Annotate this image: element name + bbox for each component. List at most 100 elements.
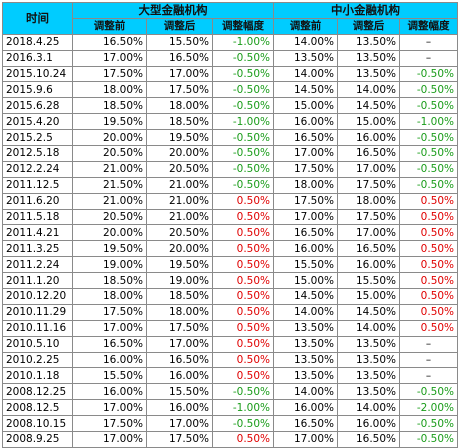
small-before-header: 调整前 [273, 17, 339, 35]
header-row-group: 时间 大型金融机构 中小金融机构 [2, 2, 459, 35]
date-cell: 2008.10.15 [2, 415, 73, 433]
date-cell: 2010.5.10 [2, 335, 73, 353]
table-row: 2010.5.10 16.50% 17.00% 0.50% 13.50% 13.50% – [2, 335, 459, 353]
large-change-cell: -1.00% [211, 113, 275, 131]
table-row: 2015.10.24 17.50% 17.00% -0.50% 14.00% 13.50%… [2, 65, 459, 83]
large-before-cell: 17.00% [72, 431, 147, 448]
large-after-cell: 16.00% [146, 367, 213, 385]
large-after-cell: 19.00% [146, 272, 213, 290]
large-before-cell: 17.00% [72, 319, 147, 337]
large-before-cell: 16.00% [72, 351, 147, 369]
large-change-cell: -1.00% [211, 399, 275, 417]
small-before-cell: 15.00% [273, 272, 339, 290]
date-cell: 2011.12.5 [2, 176, 73, 194]
small-after-cell: 14.50% [337, 97, 401, 115]
table-row: 2011.1.20 18.50% 19.00% 0.50% 15.00% 15.50% 0.… [2, 272, 459, 290]
small-change-cell: 0.50% [399, 303, 459, 321]
date-cell: 2011.4.21 [2, 224, 73, 242]
small-after-cell: 13.50% [337, 33, 401, 51]
date-cell: 2010.1.18 [2, 367, 73, 385]
large-before-cell: 21.00% [72, 160, 147, 178]
large-after-cell: 19.50% [146, 256, 213, 274]
large-before-cell: 18.00% [72, 288, 147, 305]
small-change-cell: -0.50% [399, 176, 459, 194]
date-cell: 2011.1.20 [2, 272, 73, 290]
date-cell: 2010.11.16 [2, 319, 73, 337]
date-cell: 2010.11.29 [2, 303, 73, 321]
small-before-cell: 16.00% [273, 399, 339, 417]
table-row: 2012.2.24 21.00% 20.50% -0.50% 17.50% 17.00% -… [2, 160, 459, 178]
large-before-cell: 19.50% [72, 113, 147, 131]
small-after-cell: 16.50% [337, 240, 401, 258]
small-after-cell: 14.00% [337, 399, 401, 417]
small-before-cell: 14.00% [273, 33, 339, 51]
large-before-cell: 17.00% [72, 399, 147, 417]
small-after-cell: 17.50% [337, 208, 401, 226]
table-row: 2015.2.5 20.00% 19.50% -0.50% 16.50% 16.00% -0… [2, 129, 459, 147]
small-after-cell: 16.50% [337, 145, 401, 162]
small-before-cell: 17.50% [273, 160, 339, 178]
large-before-cell: 15.50% [72, 367, 147, 385]
date-cell: 2012.2.24 [2, 160, 73, 178]
table-row: 2016.3.1 17.00% 16.50% -0.50% 13.50% 13.50% – [2, 49, 459, 67]
small-before-cell: 13.50% [273, 351, 339, 369]
date-cell: 2016.3.1 [2, 49, 73, 67]
small-before-cell: 13.50% [273, 319, 339, 337]
small-change-cell: -0.50% [399, 431, 459, 448]
small-before-cell: 15.00% [273, 97, 339, 115]
table-row: 2012.5.18 20.50% 20.00% -0.50% 17.00% 16.50% -… [2, 145, 459, 162]
small-before-cell: 14.00% [273, 383, 339, 401]
large-after-cell: 17.00% [146, 415, 213, 433]
large-change-cell: -0.50% [211, 49, 275, 67]
table-row: 2015.6.28 18.50% 18.00% -0.50% 15.00% 14.50% -… [2, 97, 459, 115]
large-change-cell: -0.50% [211, 129, 275, 147]
large-change-cell: 0.50% [211, 208, 275, 226]
date-cell: 2015.10.24 [2, 65, 73, 83]
table-row: 2010.1.18 15.50% 16.00% 0.50% 13.50% 13.50% – [2, 367, 459, 385]
small-after-cell: 16.00% [337, 256, 401, 274]
large-after-cell: 15.50% [146, 383, 213, 401]
large-after-header: 调整后 [146, 17, 213, 35]
small-change-cell: 0.50% [399, 319, 459, 337]
small-change-cell: – [399, 351, 459, 369]
date-cell: 2015.2.5 [2, 129, 73, 147]
date-cell: 2015.9.6 [2, 81, 73, 99]
small-after-cell: 15.00% [337, 113, 401, 131]
table-body: 2018.4.25 16.50% 15.50% -1.00% 14.00% 13.50% –… [2, 33, 459, 448]
large-institutions-header: 大型金融机构 [71, 2, 275, 19]
small-change-cell: 0.50% [399, 240, 459, 258]
large-after-cell: 16.50% [146, 49, 213, 67]
large-before-cell: 17.50% [72, 65, 147, 83]
large-change-cell: 0.50% [211, 303, 275, 321]
large-change-cell: 0.50% [211, 240, 275, 258]
large-before-cell: 19.00% [72, 256, 147, 274]
large-after-cell: 20.00% [146, 240, 213, 258]
large-after-cell: 18.50% [146, 288, 213, 305]
large-after-cell: 21.00% [146, 192, 213, 210]
small-after-cell: 16.50% [337, 431, 401, 448]
small-after-cell: 13.50% [337, 65, 401, 83]
table-row: 2010.11.16 17.00% 17.50% 0.50% 13.50% 14.00% 0… [2, 319, 459, 337]
small-change-cell: -1.00% [399, 113, 459, 131]
small-after-cell: 17.50% [337, 176, 401, 194]
small-change-header: 调整幅度 [399, 17, 459, 35]
small-before-cell: 16.50% [273, 415, 339, 433]
small-before-cell: 16.50% [273, 224, 339, 242]
small-before-cell: 17.50% [273, 192, 339, 210]
small-before-cell: 14.00% [273, 303, 339, 321]
large-after-cell: 17.50% [146, 81, 213, 99]
small-change-cell: 0.50% [399, 208, 459, 226]
large-change-cell: 0.50% [211, 288, 275, 305]
small-change-cell: -0.50% [399, 81, 459, 99]
large-change-cell: -0.50% [211, 415, 275, 433]
large-before-cell: 17.00% [72, 49, 147, 67]
small-change-cell: -0.50% [399, 97, 459, 115]
large-after-cell: 21.00% [146, 176, 213, 194]
large-after-cell: 20.50% [146, 224, 213, 242]
large-change-cell: -0.50% [211, 97, 275, 115]
large-after-cell: 17.00% [146, 65, 213, 83]
large-change-cell: 0.50% [211, 272, 275, 290]
small-after-cell: 13.50% [337, 367, 401, 385]
large-change-cell: 0.50% [211, 335, 275, 353]
